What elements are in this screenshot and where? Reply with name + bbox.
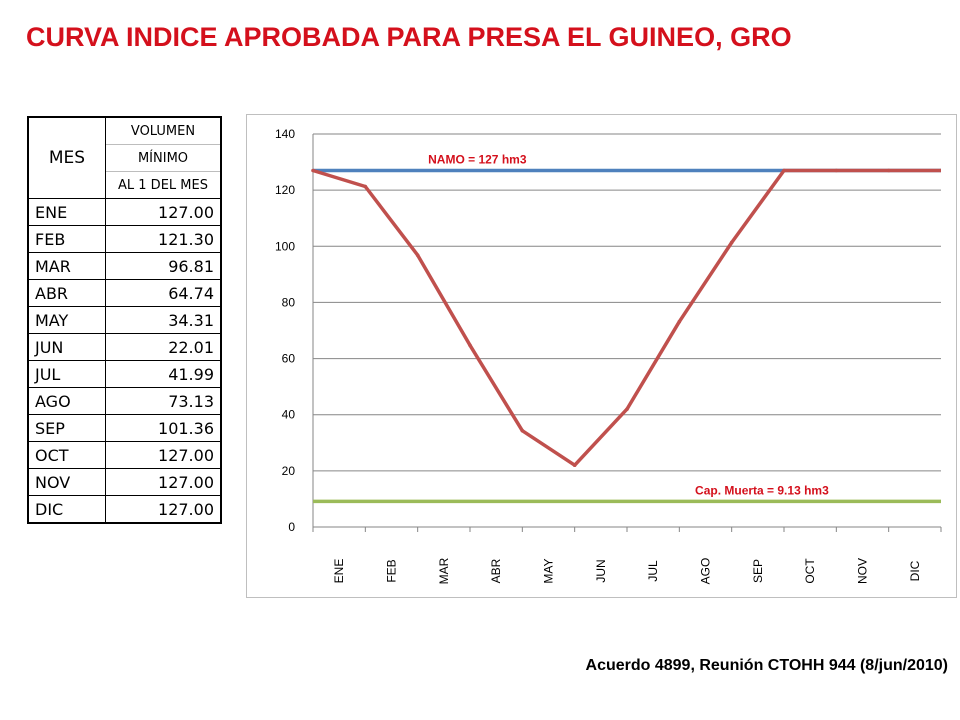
line-chart: 0 20 40 60 80 100 120 140 ENE FEB MAR ABR MAY JUN JUL A…: [275, 127, 942, 585]
x-tick-label: OCT: [803, 558, 817, 584]
month-cell: OCT: [27, 441, 106, 469]
month-cell: DIC: [27, 495, 106, 524]
page-title: CURVA INDICE APROBADA PARA PRESA EL GUIN…: [26, 22, 792, 52]
x-tick-label: MAY: [542, 558, 556, 583]
y-tick-label: 60: [282, 352, 296, 366]
month-cell: FEB: [27, 225, 106, 253]
series-line: [312, 168, 941, 467]
volume-cell: 127.00: [105, 198, 222, 226]
x-tick-label: AGO: [699, 558, 713, 585]
y-tick-label: 0: [288, 520, 295, 534]
table-row: FEB 121.30: [27, 225, 222, 253]
table-row: AGO 73.13: [27, 387, 222, 415]
table-row: JUN 22.01: [27, 333, 222, 361]
volume-cell: 96.81: [105, 252, 222, 280]
y-tick-label: 80: [282, 295, 296, 309]
data-point: [625, 407, 629, 411]
month-cell: AGO: [27, 387, 106, 415]
volumen-header: VOLUMEN: [105, 116, 222, 145]
y-tick-label: 20: [282, 464, 296, 478]
footer-note: Acuerdo 4899, Reunión CTOHH 944 (8/jun/2…: [585, 657, 948, 674]
volume-table: MES VOLUMEN MÍNIMO AL 1 DEL MES ENE 127.0…: [27, 116, 222, 524]
chart-area: 0 20 40 60 80 100 120 140 ENE FEB MAR ABR MAY JUN JUL A…: [246, 114, 957, 598]
volume-cell: 127.00: [105, 441, 222, 469]
table-row: ENE 127.00: [27, 198, 222, 226]
data-point: [572, 463, 577, 468]
reference-line-label: NAMO = 127 hm3: [428, 152, 527, 166]
table-row: ABR 64.74: [27, 279, 222, 307]
month-cell: MAR: [27, 252, 106, 280]
table-row: OCT 127.00: [27, 441, 222, 469]
month-cell: JUN: [27, 333, 106, 361]
month-cell: ABR: [27, 279, 106, 307]
table-row: NOV 127.00: [27, 468, 222, 496]
volume-cell: 127.00: [105, 495, 222, 524]
x-tick-label: NOV: [856, 558, 870, 584]
y-tick-label: 120: [275, 183, 295, 197]
volume-cell: 73.13: [105, 387, 222, 415]
minimo-header: MÍNIMO: [105, 144, 222, 172]
data-point: [520, 428, 525, 433]
table-row: SEP 101.36: [27, 414, 222, 442]
month-cell: JUL: [27, 360, 106, 388]
x-tick-label: DIC: [908, 560, 922, 581]
data-point: [729, 240, 734, 245]
data-point: [834, 168, 839, 173]
x-tick-label: FEB: [385, 559, 399, 582]
y-tick-label: 100: [275, 239, 295, 253]
volume-cell: 127.00: [105, 468, 222, 496]
data-point: [311, 168, 315, 173]
volume-cell: 121.30: [105, 225, 222, 253]
month-cell: SEP: [27, 414, 106, 442]
data-point: [415, 253, 420, 258]
x-tick-label: MAR: [437, 557, 451, 584]
month-cell: MAY: [27, 306, 106, 334]
x-tick-label: JUN: [594, 559, 608, 582]
mes-header: MES: [27, 116, 106, 199]
month-cell: ENE: [27, 198, 106, 226]
data-point: [468, 343, 472, 348]
table-row: JUL 41.99: [27, 360, 222, 388]
table-row: MAY 34.31: [27, 306, 222, 334]
x-tick-label: SEP: [751, 559, 765, 583]
x-tick-label: JUL: [646, 560, 660, 582]
month-cell: NOV: [27, 468, 106, 496]
table-row: DIC 127.00: [27, 495, 222, 524]
x-tick-label: ABR: [489, 558, 503, 583]
volume-cell: 101.36: [105, 414, 222, 442]
reference-line-label: Cap. Muerta = 9.13 hm3: [695, 483, 829, 497]
y-tick-label: 40: [282, 408, 296, 422]
volume-cell: 22.01: [105, 333, 222, 361]
x-tick-label: ENE: [332, 559, 346, 584]
y-tick-label: 140: [275, 127, 295, 141]
volume-cell: 64.74: [105, 279, 222, 307]
data-point: [677, 319, 682, 324]
data-point: [886, 168, 891, 173]
al-1-del-mes-header: AL 1 DEL MES: [105, 171, 222, 199]
data-point: [363, 184, 368, 189]
table-row: MAR 96.81: [27, 252, 222, 280]
volume-cell: 34.31: [105, 306, 222, 334]
data-point: [782, 168, 786, 173]
volume-cell: 41.99: [105, 360, 222, 388]
